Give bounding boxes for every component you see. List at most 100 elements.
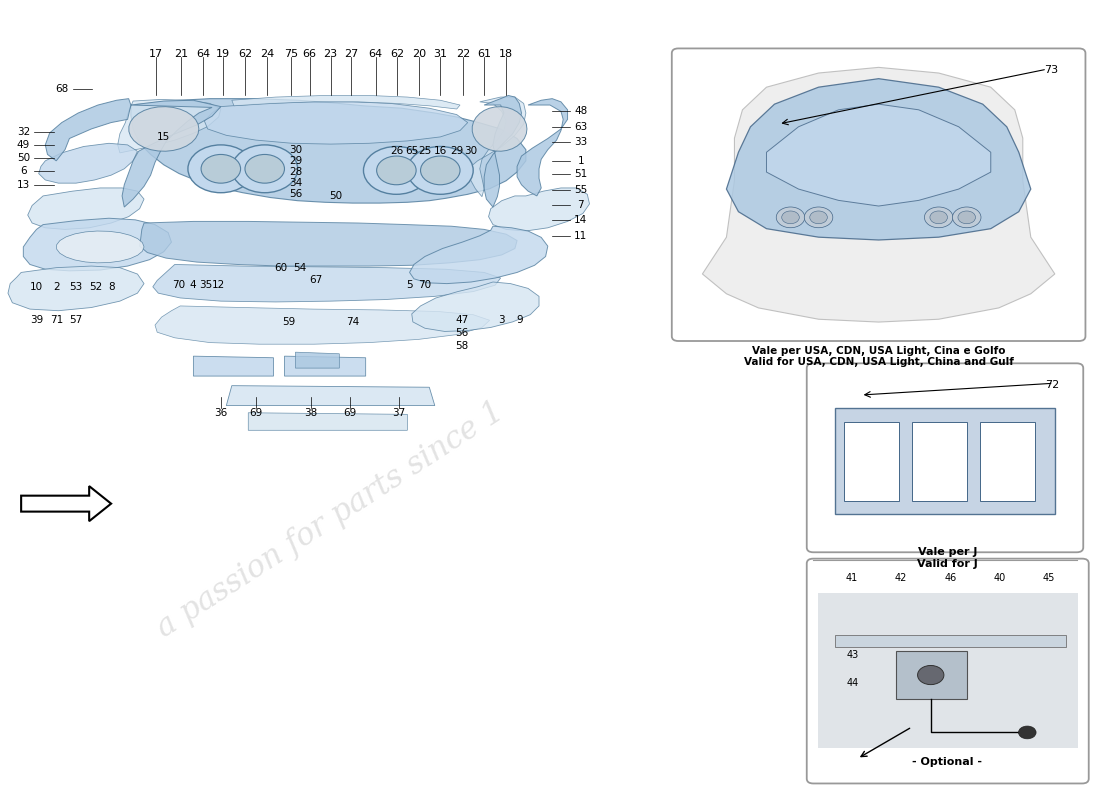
Text: 29: 29: [450, 146, 463, 156]
Text: 49: 49: [16, 140, 30, 150]
Text: 12: 12: [212, 280, 226, 290]
FancyBboxPatch shape: [817, 593, 1078, 748]
Text: 48: 48: [574, 106, 587, 117]
Polygon shape: [469, 97, 526, 197]
Text: 5: 5: [406, 280, 412, 290]
Text: 55: 55: [574, 185, 587, 194]
Text: 17: 17: [148, 49, 163, 59]
Text: 58: 58: [455, 341, 469, 350]
Circle shape: [958, 211, 976, 224]
Text: 52: 52: [89, 282, 102, 292]
Text: 8: 8: [108, 282, 114, 292]
Text: 59: 59: [283, 317, 296, 327]
Text: 56: 56: [289, 190, 302, 199]
Text: 43: 43: [847, 650, 859, 660]
Circle shape: [804, 207, 833, 228]
Polygon shape: [129, 106, 199, 151]
Text: 28: 28: [289, 167, 302, 177]
Polygon shape: [155, 306, 490, 344]
Text: Vale per J
Valid for J: Vale per J Valid for J: [916, 547, 978, 569]
Circle shape: [188, 145, 254, 193]
Text: 36: 36: [214, 408, 228, 418]
Text: 13: 13: [16, 180, 30, 190]
Circle shape: [930, 211, 947, 224]
Text: 50: 50: [330, 191, 342, 201]
Text: Vale per USA, CDN, USA Light, Cina e Golfo
Valid for USA, CDN, USA Light, China : Vale per USA, CDN, USA Light, Cina e Gol…: [745, 346, 1014, 367]
Circle shape: [407, 146, 473, 194]
Text: a passion for parts since 1: a passion for parts since 1: [152, 396, 509, 643]
Polygon shape: [249, 413, 407, 430]
Text: 42: 42: [895, 573, 908, 583]
Polygon shape: [45, 98, 131, 161]
Text: 46: 46: [945, 573, 957, 583]
Text: 14: 14: [574, 215, 587, 225]
Text: 71: 71: [50, 315, 63, 326]
Polygon shape: [912, 422, 967, 502]
Polygon shape: [21, 486, 111, 521]
Text: 21: 21: [174, 49, 188, 59]
Text: 39: 39: [30, 315, 43, 326]
Text: 38: 38: [305, 408, 318, 418]
Polygon shape: [767, 104, 991, 206]
Circle shape: [777, 207, 805, 228]
Polygon shape: [153, 265, 500, 302]
Text: 35: 35: [199, 280, 212, 290]
Polygon shape: [703, 67, 1055, 322]
Text: 33: 33: [574, 138, 587, 147]
Polygon shape: [8, 266, 144, 310]
Circle shape: [924, 207, 953, 228]
Text: 61: 61: [477, 49, 492, 59]
Polygon shape: [488, 188, 590, 231]
Polygon shape: [517, 98, 568, 196]
Text: 63: 63: [574, 122, 587, 131]
Text: 65: 65: [405, 146, 418, 156]
Circle shape: [810, 211, 827, 224]
Polygon shape: [232, 95, 460, 109]
Text: 30: 30: [289, 145, 302, 154]
Text: 47: 47: [455, 315, 469, 326]
Text: 30: 30: [464, 146, 477, 156]
Circle shape: [245, 154, 285, 183]
Circle shape: [376, 156, 416, 185]
Text: 20: 20: [412, 49, 427, 59]
Text: 27: 27: [344, 49, 359, 59]
Text: 34: 34: [289, 178, 302, 188]
Text: 69: 69: [343, 408, 356, 418]
Circle shape: [420, 156, 460, 185]
Polygon shape: [285, 356, 365, 376]
Text: 73: 73: [1044, 65, 1058, 75]
Text: 51: 51: [574, 170, 587, 179]
Text: 22: 22: [456, 49, 471, 59]
Text: 70: 70: [173, 280, 186, 290]
Text: 62: 62: [390, 49, 405, 59]
Text: 68: 68: [55, 84, 68, 94]
Text: 9: 9: [516, 315, 522, 326]
Text: 56: 56: [455, 328, 469, 338]
Polygon shape: [205, 102, 468, 144]
Text: 16: 16: [433, 146, 447, 156]
Polygon shape: [835, 635, 1066, 647]
Polygon shape: [409, 226, 548, 284]
Polygon shape: [28, 188, 144, 230]
Polygon shape: [895, 651, 967, 699]
Text: 29: 29: [289, 156, 302, 166]
Polygon shape: [484, 95, 521, 207]
Text: 60: 60: [275, 262, 288, 273]
Circle shape: [363, 146, 429, 194]
Text: 75: 75: [284, 49, 298, 59]
Text: 69: 69: [250, 408, 263, 418]
Text: 25: 25: [418, 146, 431, 156]
Text: 19: 19: [216, 49, 230, 59]
Polygon shape: [726, 78, 1031, 240]
Text: 57: 57: [69, 315, 82, 326]
Text: 24: 24: [260, 49, 274, 59]
Text: 40: 40: [993, 573, 1007, 583]
Text: 66: 66: [302, 49, 317, 59]
Text: 50: 50: [16, 153, 30, 162]
Text: 11: 11: [574, 230, 587, 241]
Text: 53: 53: [69, 282, 82, 292]
Text: 37: 37: [392, 408, 405, 418]
Text: 54: 54: [294, 262, 307, 273]
Text: 10: 10: [30, 282, 43, 292]
Text: 67: 67: [310, 275, 323, 286]
